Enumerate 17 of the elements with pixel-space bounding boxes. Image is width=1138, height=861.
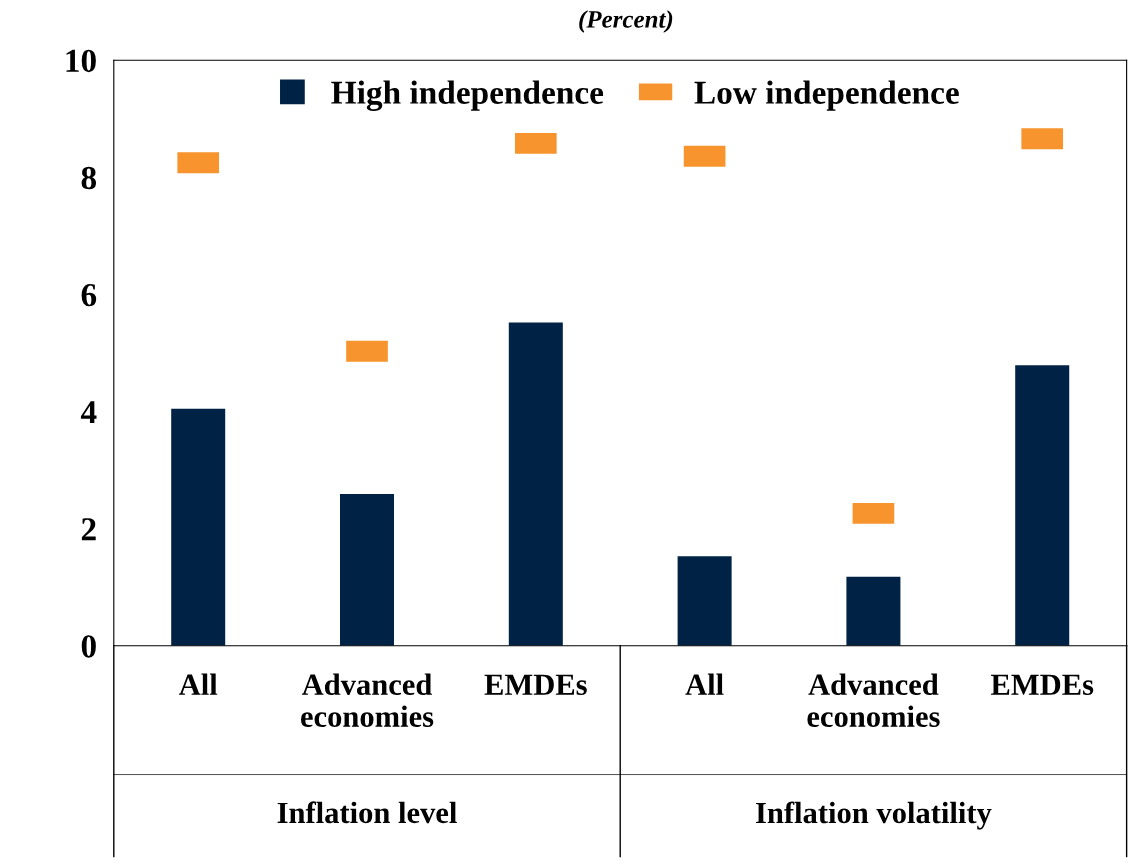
- y-tick-label: 10: [66, 49, 96, 73]
- y-tick-label: 4: [80, 401, 97, 424]
- x-tick-label: All: [178, 673, 218, 695]
- y-tick-label: 8: [81, 166, 97, 190]
- text: Inflation level: [277, 801, 457, 824]
- y-tick-label: 2: [81, 518, 96, 541]
- legend-label: High independence: [331, 80, 604, 111]
- x-tick-label: Advanced economies: [301, 673, 434, 727]
- chart-title: (Percent): [579, 10, 673, 33]
- x-tick-label: EMDEs: [484, 674, 587, 696]
- x-tick-label: All: [685, 673, 724, 695]
- y-tick-label: 6: [81, 283, 97, 307]
- text: Inflation volatility: [756, 801, 992, 830]
- legend-label: Low independence: [694, 80, 959, 111]
- y-tick-label: 0: [81, 635, 96, 658]
- x-tick-label: Advanced economies: [807, 673, 940, 727]
- x-tick-label: EMDEs: [990, 674, 1094, 696]
